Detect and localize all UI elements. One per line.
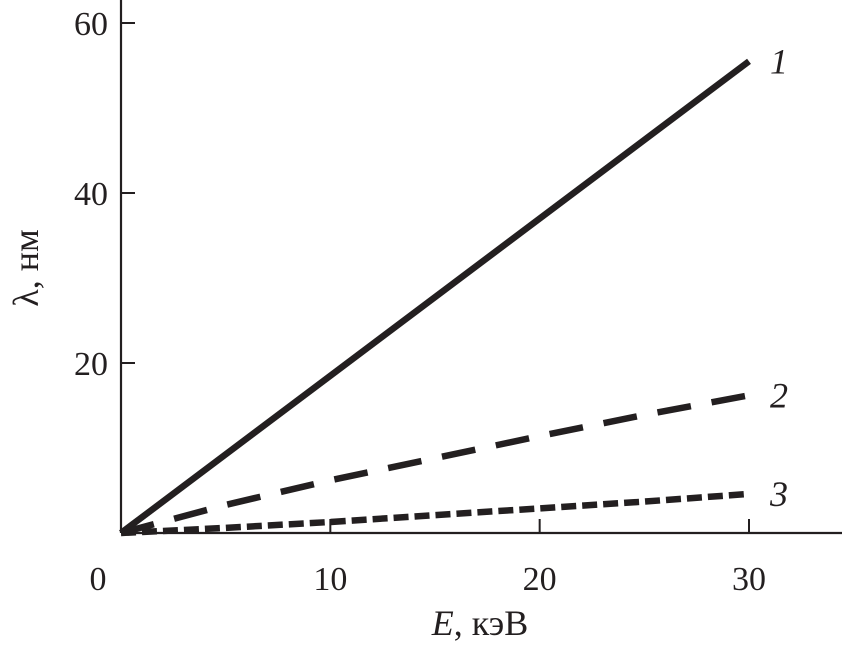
series-1-line — [119, 58, 751, 536]
y-axis-unit: , нм — [6, 229, 46, 289]
series-3-label: 3 — [769, 474, 788, 514]
x-tick-label-20: 20 — [523, 561, 557, 598]
x-axis-title: E, кэВ — [431, 603, 528, 643]
series-2-label: 2 — [770, 375, 788, 415]
x-axis-variable: E — [431, 603, 454, 643]
x-tick-label-30: 30 — [732, 561, 766, 598]
x-axis-unit: , кэВ — [454, 603, 528, 643]
axes — [119, 0, 842, 535]
ticks: 0 10 20 30 20 40 60 — [74, 6, 766, 598]
x-tick-label-10: 10 — [313, 561, 347, 598]
series-1-label: 1 — [770, 41, 788, 81]
y-tick-label-40: 40 — [74, 176, 108, 213]
series-labels: 1 2 3 — [769, 41, 788, 514]
y-tick-label-20: 20 — [74, 346, 108, 383]
series-3-line — [120, 490, 750, 537]
x-tick-label-0: 0 — [90, 561, 107, 598]
y-axis-title: λ, нм — [6, 229, 46, 307]
series-group — [119, 58, 751, 537]
y-axis-variable: λ — [6, 289, 46, 307]
y-tick-label-60: 60 — [74, 6, 108, 43]
